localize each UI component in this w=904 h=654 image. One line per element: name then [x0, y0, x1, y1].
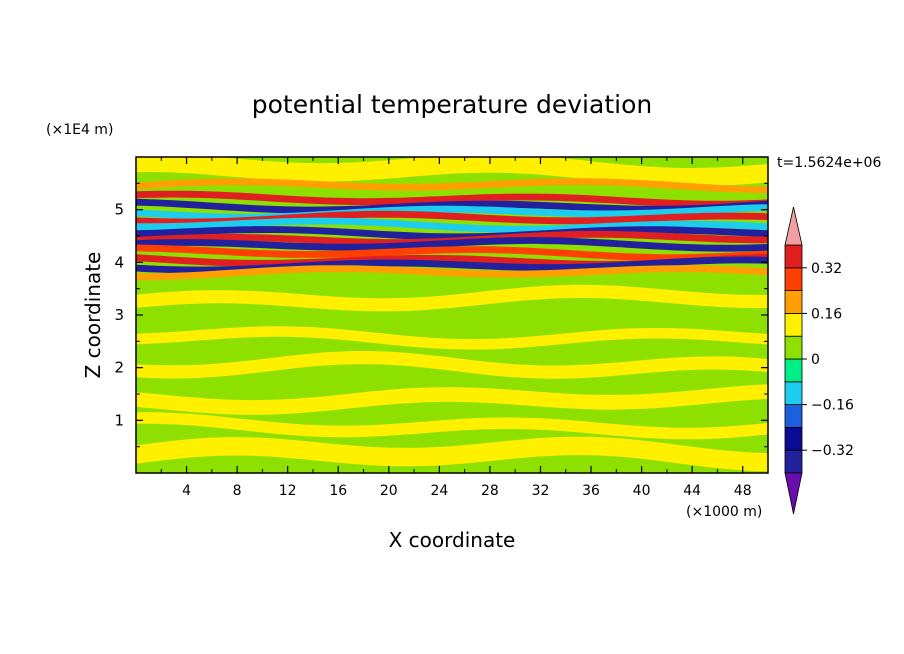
colorbar-swatch: [784, 358, 803, 383]
colorbar-tick-label: −0.16: [811, 398, 854, 414]
y-axis-label: Z coordinate: [81, 252, 105, 379]
colorbar-swatch: [784, 404, 803, 428]
colorbar-swatch: [784, 335, 803, 360]
x-tick-label: 40: [633, 483, 651, 499]
y-tick-label: 1: [114, 411, 124, 429]
x-tick-label: 24: [430, 483, 448, 499]
colorbar-swatch: [784, 290, 803, 314]
colorbar-swatch: [784, 312, 803, 337]
colorbar-swatch: [784, 381, 803, 405]
colorbar-max-arrow: [784, 206, 803, 246]
field-patch: [136, 384, 768, 415]
y-tick-label: 2: [114, 359, 124, 377]
y-tick-label: 3: [114, 306, 124, 324]
contour-field: [136, 157, 768, 473]
colorbar-swatch: [784, 426, 803, 451]
colorbar-tick-label: 0: [811, 352, 820, 368]
field-band: [136, 178, 768, 194]
x-axis: 4 8 12 16 20 24 28 32 36 40 44 48: [160, 157, 752, 499]
field-patch: [136, 284, 768, 312]
x-tick-label: 48: [734, 483, 752, 499]
colorbar-swatch: [784, 267, 803, 291]
field-band: [136, 190, 768, 208]
time-label: t=1.5624e+06: [777, 155, 881, 171]
field-patch: [136, 351, 768, 379]
colorbar-tick-label: 0.16: [811, 306, 842, 322]
x-tick-label: 16: [329, 483, 347, 499]
colorbar-min-arrow: [784, 472, 803, 515]
colorbar-tick-label: 0.32: [811, 261, 842, 277]
y-unit-label: (×1E4 m): [46, 122, 113, 138]
x-tick-label: 20: [380, 483, 398, 499]
x-unit-label: (×1000 m): [686, 504, 762, 520]
colorbar-swatch: [784, 244, 803, 269]
colorbar-swatch: [784, 449, 803, 474]
field-band: [136, 244, 768, 261]
field-band: [136, 210, 768, 226]
colorbar-tick-label: −0.32: [811, 443, 854, 459]
x-tick-label: 32: [532, 483, 550, 499]
x-tick-label: 36: [582, 483, 600, 499]
field-band: [136, 230, 768, 246]
field-patch: [136, 412, 768, 440]
x-tick-label: 12: [279, 483, 297, 499]
chart-title: potential temperature deviation: [252, 90, 652, 119]
colorbar: 0.32 0.16 0 −0.16 −0.32: [784, 206, 854, 515]
x-axis-label: X coordinate: [389, 528, 516, 552]
y-axis: 1 2 3 4 5: [114, 182, 768, 448]
x-tick-label: 4: [182, 483, 191, 499]
y-tick-label: 4: [114, 253, 124, 271]
field-band: [136, 226, 768, 241]
field-patch: [136, 436, 768, 472]
x-tick-label: 44: [683, 483, 701, 499]
field-band: [136, 237, 768, 252]
y-tick-label: 5: [114, 201, 124, 219]
field-band: [136, 265, 768, 281]
field-patch: [136, 326, 768, 350]
x-tick-label: 28: [481, 483, 499, 499]
x-tick-label: 8: [233, 483, 242, 499]
